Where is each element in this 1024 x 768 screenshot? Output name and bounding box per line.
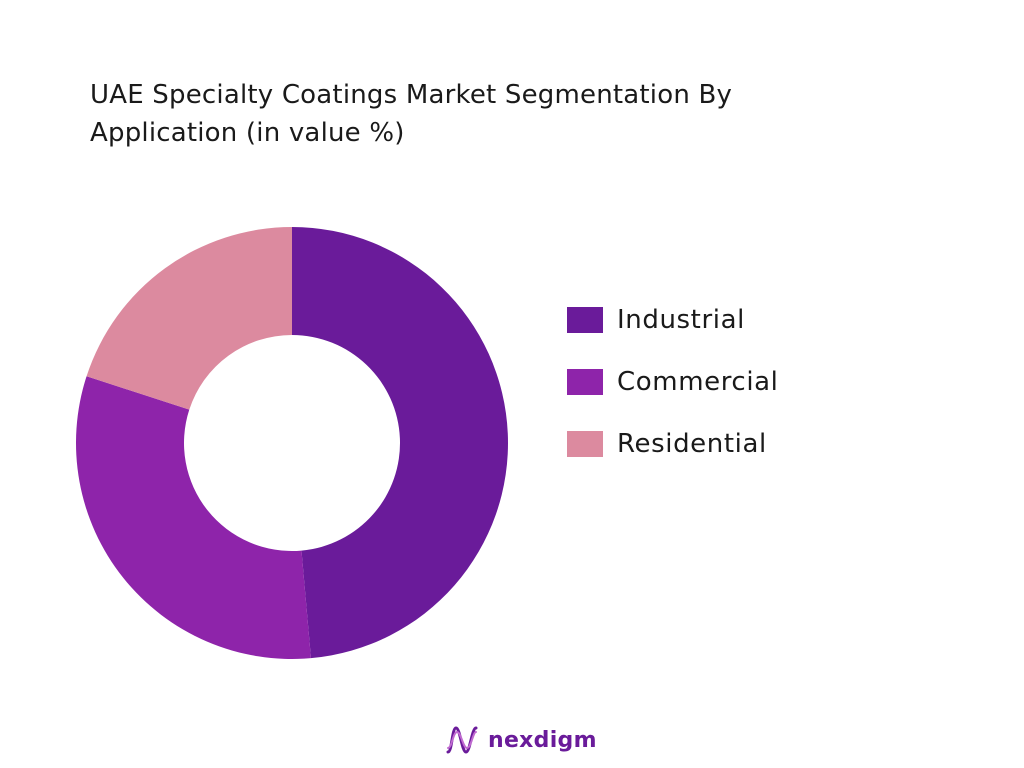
legend-label: Commercial <box>617 367 779 397</box>
donut-chart <box>60 210 530 680</box>
chart-title: UAE Specialty Coatings Market Segmentati… <box>90 80 733 148</box>
legend-swatch <box>567 431 603 457</box>
slice-residential <box>86 227 292 410</box>
legend-swatch <box>567 307 603 333</box>
legend-item-commercial: Commercial <box>567 366 779 398</box>
legend-label: Industrial <box>617 305 745 335</box>
donut-svg <box>75 227 509 659</box>
slice-commercial <box>75 376 311 659</box>
slice-industrial <box>292 227 509 659</box>
legend-item-residential: Residential <box>567 428 779 460</box>
legend-swatch <box>567 369 603 395</box>
nexdigm-wave-icon <box>446 726 478 754</box>
legend-item-industrial: Industrial <box>567 304 779 336</box>
brand-name: nexdigm <box>488 727 597 753</box>
chart-legend: Industrial Commercial Residential <box>567 304 779 490</box>
legend-label: Residential <box>617 429 767 459</box>
brand-logo: nexdigm <box>444 722 597 758</box>
